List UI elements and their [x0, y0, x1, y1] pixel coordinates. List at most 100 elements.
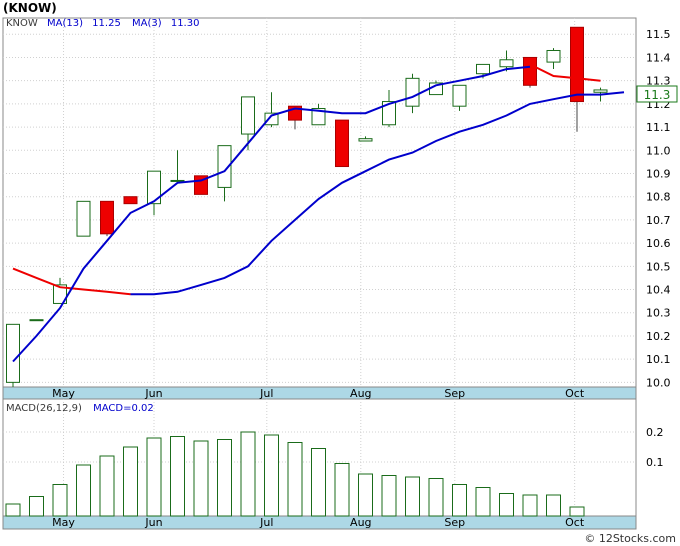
macd-x-tick: Sep [444, 516, 465, 529]
price-x-tick-labels: May Jun Jul Aug Sep Oct [52, 387, 585, 400]
price-x-tick: Jul [259, 387, 273, 400]
macd-bar [287, 442, 303, 517]
macd-bar [29, 496, 44, 517]
macd-x-tick: May [52, 516, 75, 529]
macd-bar [334, 463, 350, 517]
price-x-tick: May [52, 387, 75, 400]
price-y-tick: 10.2 [646, 330, 671, 343]
candle-body [123, 196, 138, 205]
candle-body [476, 63, 490, 75]
macd-x-tick-labels: May Jun Jul Aug Sep Oct [52, 516, 585, 529]
candle-body [358, 138, 373, 142]
candle-body [264, 112, 279, 126]
price-y-tick: 11.4 [646, 51, 671, 64]
candle-body [170, 179, 185, 182]
price-y-tick: 10.9 [646, 167, 671, 180]
macd-bar [99, 455, 115, 517]
macd-legend: MACD(26,12,9) MACD=0.02 [6, 403, 154, 414]
macd-bar [522, 494, 538, 517]
candle-body [241, 96, 255, 135]
price-grid [3, 33, 636, 383]
candle-body [546, 49, 561, 63]
ma-fast-line [12, 65, 531, 363]
macd-bar [193, 440, 209, 517]
candle-body [570, 26, 584, 103]
macd-bar [264, 434, 279, 517]
price-x-tick: Sep [444, 387, 465, 400]
macd-x-tick: Oct [565, 516, 585, 529]
price-y-tick: 11.5 [646, 28, 671, 41]
price-panel-frame [2, 17, 637, 388]
macd-y-tick-labels: 0.1 0.2 [646, 426, 664, 469]
copyright: © 12Stocks.com [584, 532, 676, 545]
macd-bar [5, 503, 21, 517]
macd-panel-axis-strip [2, 515, 637, 530]
candle-body [593, 89, 608, 93]
price-panel-axis-strip [2, 386, 637, 400]
candle-body [405, 77, 420, 107]
candle-body [335, 119, 349, 168]
macd-bar [546, 494, 561, 517]
macd-y-tick: 0.1 [646, 456, 664, 469]
price-x-tick: Jun [144, 387, 162, 400]
candle-body [29, 319, 44, 322]
macd-x-tick: Jun [144, 516, 162, 529]
price-y-tick: 10.1 [646, 353, 671, 366]
macd-bar [428, 478, 444, 517]
chart-title: (KNOW) [3, 1, 57, 15]
price-y-tick: 10.6 [646, 237, 671, 250]
macd-bar [358, 473, 373, 517]
macd-bar [76, 464, 91, 517]
candle-body [311, 108, 326, 126]
price-y-tick: 10.7 [646, 214, 671, 227]
macd-y-tick: 0.2 [646, 426, 664, 439]
candle-body [147, 170, 161, 205]
price-legend: KNOW MA(13) 11.25 MA(3) 11.30 [6, 18, 199, 29]
macd-x-tick: Aug [350, 516, 371, 529]
candle-body [452, 84, 467, 107]
macd-bar [499, 493, 514, 517]
legend-ma3-value: 11.30 [171, 18, 200, 29]
moving-average-layer [12, 63, 625, 363]
candle-body [382, 101, 396, 126]
macd-bar [123, 446, 138, 517]
legend-ticker: KNOW [6, 18, 38, 29]
legend-ma13-value: 11.25 [92, 18, 121, 29]
ma-slow-line [130, 91, 625, 296]
candle-body [53, 284, 67, 304]
candle-body [6, 323, 20, 383]
macd-bars-layer [5, 431, 585, 517]
price-x-tick: Oct [565, 387, 585, 400]
ma-fast-red-tail [529, 63, 601, 82]
price-x-tick: Aug [350, 387, 371, 400]
price-y-tick: 11.1 [646, 121, 671, 134]
price-y-tick: 10.8 [646, 191, 671, 204]
price-y-tick: 11.3 [646, 75, 671, 88]
price-y-tick: 10.5 [646, 260, 671, 273]
macd-bar [240, 431, 256, 517]
macd-bar [381, 475, 397, 517]
macd-bar [475, 487, 491, 517]
macd-bar [311, 448, 326, 517]
macd-bar [452, 484, 467, 517]
candle-body [76, 200, 91, 237]
price-y-tick: 10.0 [646, 376, 671, 389]
candle-body [100, 200, 114, 235]
candle-body [499, 59, 514, 68]
price-y-tick: 10.3 [646, 307, 671, 320]
macd-bar [170, 436, 185, 517]
price-y-tick: 10.4 [646, 284, 671, 297]
macd-x-tick: Jul [259, 516, 273, 529]
legend-ma13-label: MA(13) [47, 18, 83, 29]
macd-legend-title: MACD(26,12,9) [6, 403, 82, 414]
price-badge-label: 11.3 [644, 88, 671, 102]
price-y-tick-labels: 10.0 10.1 10.2 10.3 10.4 10.5 10.6 10.7 10.8 10.9… [646, 28, 671, 389]
price-badge [636, 85, 678, 103]
macd-bar [217, 439, 232, 517]
candle-body [523, 56, 537, 86]
legend-ma3-label: MA(3) [132, 18, 162, 29]
price-y-tick: 11.0 [646, 144, 671, 157]
macd-legend-value: MACD=0.02 [93, 403, 154, 414]
macd-bar [569, 506, 585, 517]
macd-bar [146, 437, 162, 517]
